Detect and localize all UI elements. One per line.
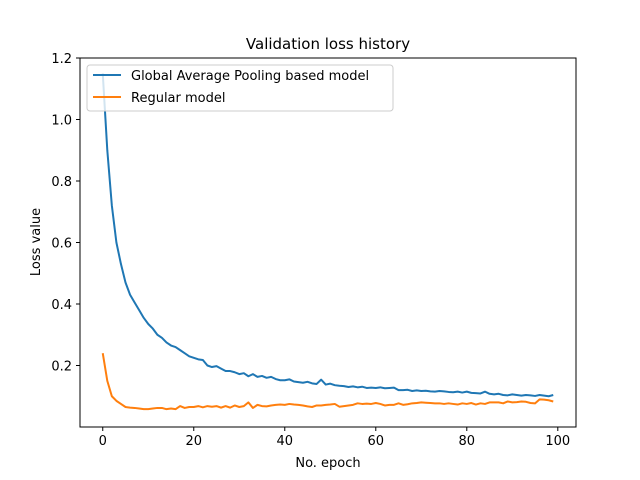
x-tick-label: 60 — [368, 434, 385, 449]
y-tick-label: 1.2 — [51, 52, 72, 67]
y-axis: 0.2 0.4 0.6 0.8 1.0 1.2 — [51, 52, 80, 375]
series-layer — [101, 73, 554, 411]
legend-label-regular-model: Regular model — [131, 91, 225, 106]
y-axis-label: Loss value — [29, 208, 44, 276]
x-tick-label: 0 — [99, 434, 107, 449]
y-tick-label: 0.2 — [51, 360, 72, 375]
y-tick-label: 0.8 — [51, 175, 72, 190]
chart-title: Validation loss history — [246, 35, 410, 53]
y-tick-label: 0.6 — [51, 237, 72, 252]
legend: Global Average Pooling based model Regul… — [86, 64, 394, 112]
x-tick-label: 80 — [459, 434, 476, 449]
x-axis: 0 20 40 60 80 100 — [99, 427, 570, 449]
series-line-1 — [101, 353, 554, 411]
x-axis-label: No. epoch — [295, 456, 360, 471]
legend-box — [86, 64, 394, 112]
x-tick-label: 40 — [276, 434, 293, 449]
x-tick-label: 20 — [185, 434, 202, 449]
y-tick-label: 1.0 — [51, 114, 72, 129]
series-line-0 — [101, 73, 554, 398]
x-tick-label: 100 — [545, 434, 570, 449]
legend-label-gap-model: Global Average Pooling based model — [131, 69, 369, 84]
y-tick-label: 0.4 — [51, 298, 72, 313]
